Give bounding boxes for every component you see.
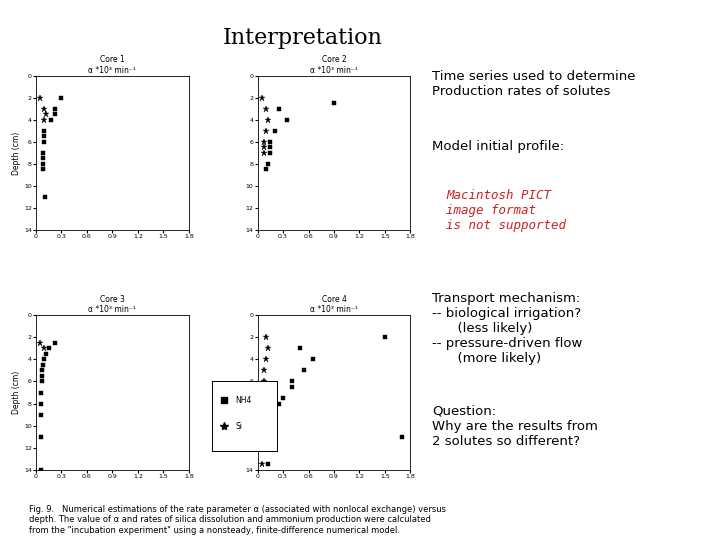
Text: Si: Si — [235, 422, 242, 431]
Title: Core 3
α *10³ min⁻¹: Core 3 α *10³ min⁻¹ — [89, 295, 136, 314]
Y-axis label: Depth (cm): Depth (cm) — [12, 131, 21, 174]
Title: Core 4
α *10³ min⁻¹: Core 4 α *10³ min⁻¹ — [310, 295, 358, 314]
Title: Core 1
α *10³ min⁻¹: Core 1 α *10³ min⁻¹ — [89, 56, 136, 75]
Text: Transport mechanism:
-- biological irrigation?
      (less likely)
-- pressure-d: Transport mechanism: -- biological irrig… — [432, 292, 582, 364]
Text: Time series used to determine
Production rates of solutes: Time series used to determine Production… — [432, 70, 636, 98]
Text: NH4: NH4 — [235, 396, 251, 405]
Title: Core 2
α *10³ min⁻¹: Core 2 α *10³ min⁻¹ — [310, 56, 358, 75]
Y-axis label: Depth (cm): Depth (cm) — [12, 371, 21, 414]
Text: Macintosh PICT
image format
is not supported: Macintosh PICT image format is not suppo… — [446, 189, 567, 232]
Text: Model initial profile:: Model initial profile: — [432, 140, 564, 153]
Text: Interpretation: Interpretation — [222, 27, 382, 49]
Text: Question:
Why are the results from
2 solutes so different?: Question: Why are the results from 2 sol… — [432, 405, 598, 448]
Text: Fig. 9.   Numerical estimations of the rate parameter α (associated with nonloca: Fig. 9. Numerical estimations of the rat… — [29, 505, 446, 535]
